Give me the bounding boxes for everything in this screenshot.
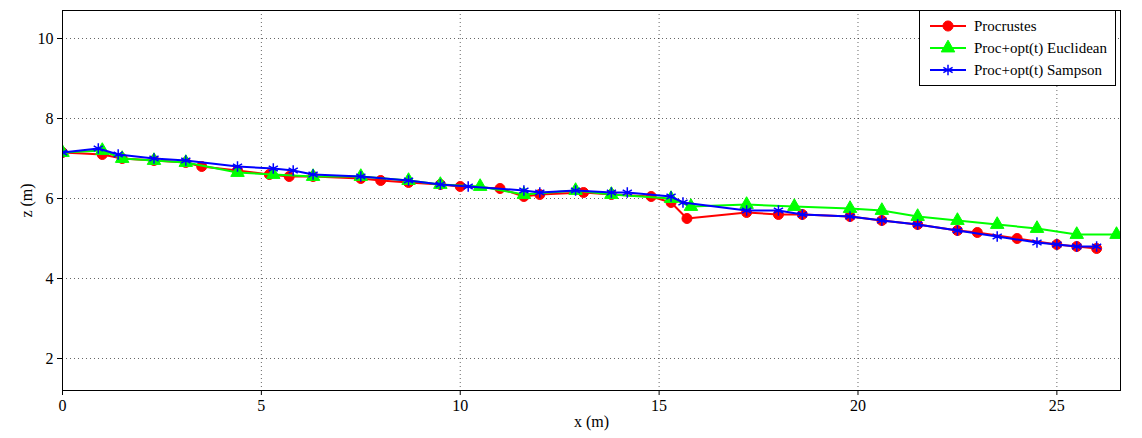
svg-text:10: 10 xyxy=(38,30,54,47)
svg-text:20: 20 xyxy=(850,397,866,414)
svg-text:15: 15 xyxy=(651,397,667,414)
svg-text:8: 8 xyxy=(46,110,54,127)
html-text:Proc+opt(t) Sampson: Proc+opt(t) Sampson xyxy=(974,61,1102,78)
svg-text:2: 2 xyxy=(46,350,54,367)
svg-text:25: 25 xyxy=(1049,397,1065,414)
svg-text:5: 5 xyxy=(257,397,265,414)
svg-text:10: 10 xyxy=(452,397,468,414)
html-text:Proc+opt(t) Euclidean: Proc+opt(t) Euclidean xyxy=(974,39,1107,56)
svg-text:0: 0 xyxy=(59,397,67,414)
svg-text:x (m): x (m) xyxy=(574,413,609,431)
svg-text:z (m): z (m) xyxy=(18,183,36,217)
svg-text:6: 6 xyxy=(46,190,54,207)
html-text:Procrustes: Procrustes xyxy=(974,17,1037,34)
svg-text:4: 4 xyxy=(46,270,54,287)
